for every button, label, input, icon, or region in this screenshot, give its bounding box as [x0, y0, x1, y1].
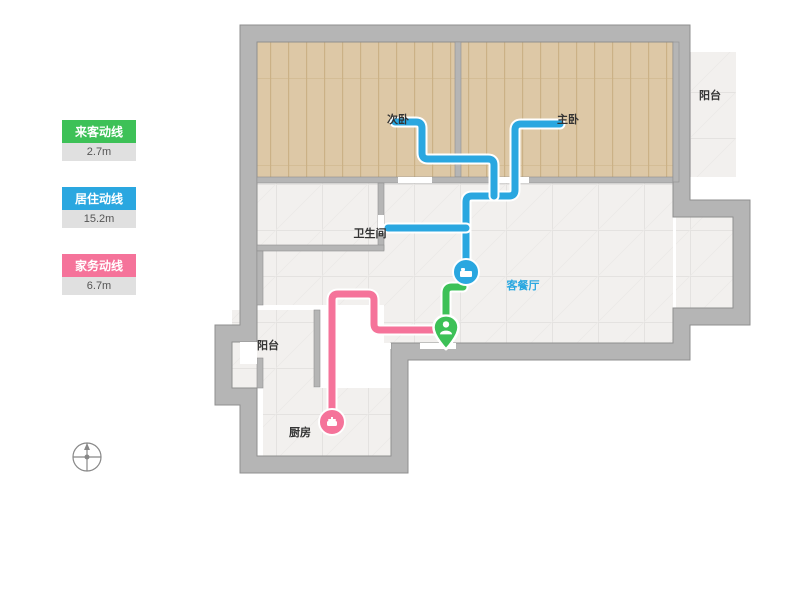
sec-bedroom-label: 次卧: [387, 111, 409, 127]
bathroom-label: 卫生间: [354, 225, 387, 241]
floorplan: [0, 0, 800, 600]
kitchen-label: 厨房: [289, 424, 311, 440]
balcony-left-opening: [240, 342, 257, 364]
pot-icon: [318, 408, 346, 436]
sec-bed-door: [398, 177, 432, 183]
kitchen-door: [368, 343, 391, 349]
entry-pin-icon: [432, 314, 460, 350]
kitchen-top-divider: [314, 310, 320, 387]
balcony-divider: [673, 42, 679, 182]
balcony-right-label: 阳台: [699, 87, 721, 103]
floor-living: [384, 183, 673, 343]
stage: 来客动线2.7m居住动线15.2m家务动线6.7m: [0, 0, 800, 600]
living-label: 客餐厅: [507, 277, 540, 293]
floor-balcony-window-ext: [676, 217, 733, 308]
living-left: [257, 251, 263, 305]
master-bedroom-label: 主卧: [557, 111, 579, 127]
balcony-left-label: 阳台: [257, 337, 279, 353]
kitchen-left: [257, 358, 263, 388]
bath-bottom: [257, 245, 384, 251]
bed-icon: [452, 258, 480, 286]
bedrooms-bottom: [257, 177, 673, 183]
